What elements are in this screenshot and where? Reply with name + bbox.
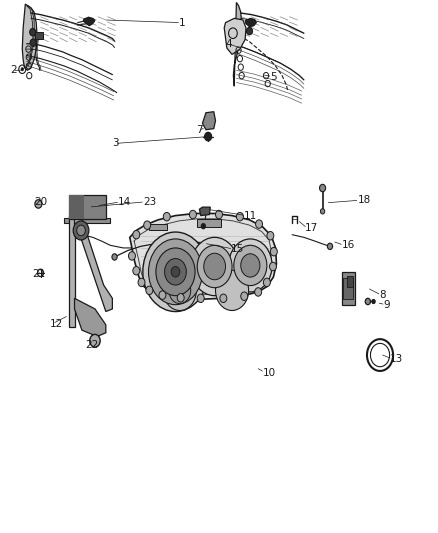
Circle shape <box>165 259 186 285</box>
Bar <box>64 217 110 223</box>
Circle shape <box>255 220 262 228</box>
Text: 12: 12 <box>50 319 64 329</box>
Polygon shape <box>83 17 95 26</box>
Polygon shape <box>35 32 43 38</box>
Circle shape <box>215 211 223 219</box>
Circle shape <box>21 68 24 71</box>
Circle shape <box>372 300 375 304</box>
Text: 22: 22 <box>85 340 98 350</box>
Bar <box>343 278 353 300</box>
Circle shape <box>171 266 180 277</box>
Text: 8: 8 <box>379 290 386 300</box>
Circle shape <box>169 277 191 304</box>
Polygon shape <box>245 18 256 27</box>
Circle shape <box>320 184 325 192</box>
Polygon shape <box>202 112 215 130</box>
Circle shape <box>270 247 277 256</box>
Circle shape <box>241 254 260 277</box>
Text: 5: 5 <box>270 71 277 82</box>
Bar <box>197 219 221 227</box>
Polygon shape <box>199 207 210 216</box>
Polygon shape <box>74 298 106 336</box>
Circle shape <box>204 253 226 280</box>
Circle shape <box>133 266 140 275</box>
Circle shape <box>77 225 85 236</box>
Circle shape <box>146 286 153 295</box>
Circle shape <box>197 245 232 288</box>
Circle shape <box>138 278 145 287</box>
Circle shape <box>327 243 332 249</box>
Circle shape <box>177 294 184 302</box>
Circle shape <box>133 230 140 239</box>
Circle shape <box>234 245 267 286</box>
Circle shape <box>73 221 89 240</box>
Circle shape <box>254 288 261 296</box>
Circle shape <box>215 270 249 311</box>
Circle shape <box>191 237 239 296</box>
Text: 9: 9 <box>384 300 390 310</box>
Text: 17: 17 <box>305 223 318 233</box>
Bar <box>69 195 106 219</box>
Text: 20: 20 <box>34 197 47 207</box>
Circle shape <box>143 232 208 312</box>
Text: 14: 14 <box>118 197 131 207</box>
Circle shape <box>321 209 325 214</box>
Text: 7: 7 <box>196 125 203 135</box>
Bar <box>347 276 353 287</box>
Bar <box>149 224 167 230</box>
Polygon shape <box>74 215 113 312</box>
Text: 2: 2 <box>10 66 17 75</box>
Circle shape <box>220 294 227 303</box>
Text: 13: 13 <box>390 354 403 364</box>
Circle shape <box>205 132 212 141</box>
Circle shape <box>241 292 248 301</box>
Polygon shape <box>224 18 246 54</box>
Polygon shape <box>342 272 355 305</box>
Bar <box>69 195 84 219</box>
Circle shape <box>156 248 195 296</box>
Circle shape <box>163 213 170 221</box>
Circle shape <box>35 200 42 208</box>
Circle shape <box>148 239 202 305</box>
Text: 23: 23 <box>143 197 156 207</box>
Text: 15: 15 <box>231 244 244 254</box>
Circle shape <box>247 27 253 35</box>
Circle shape <box>163 270 196 311</box>
Circle shape <box>30 39 36 46</box>
Circle shape <box>112 254 117 260</box>
Polygon shape <box>130 214 276 300</box>
Circle shape <box>365 298 371 305</box>
Circle shape <box>269 262 276 271</box>
Circle shape <box>90 334 100 347</box>
Text: 10: 10 <box>262 368 276 377</box>
Circle shape <box>128 252 135 260</box>
Text: 21: 21 <box>33 270 46 279</box>
Polygon shape <box>233 3 242 86</box>
Text: 4: 4 <box>226 39 232 49</box>
Circle shape <box>201 223 205 229</box>
Text: 16: 16 <box>342 240 355 251</box>
Text: 18: 18 <box>357 195 371 205</box>
Polygon shape <box>22 4 37 70</box>
Text: 1: 1 <box>179 18 186 28</box>
Circle shape <box>189 211 196 219</box>
Circle shape <box>267 231 274 240</box>
Circle shape <box>197 294 204 303</box>
Circle shape <box>237 213 244 221</box>
Text: 11: 11 <box>244 211 258 221</box>
Circle shape <box>144 221 151 229</box>
Text: 3: 3 <box>113 139 119 149</box>
Circle shape <box>263 278 270 287</box>
Circle shape <box>30 28 36 36</box>
Circle shape <box>159 291 166 300</box>
Polygon shape <box>69 215 75 327</box>
Circle shape <box>229 239 272 292</box>
